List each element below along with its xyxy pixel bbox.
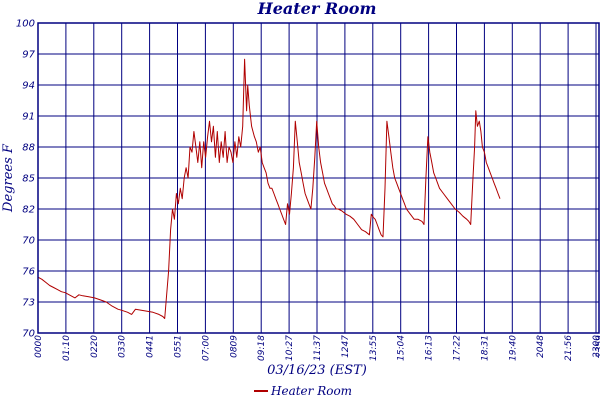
y-tick-label: 85 — [22, 174, 35, 185]
x-tick-label: 10:27 — [285, 335, 295, 361]
x-tick-label: 18:31 — [480, 335, 490, 361]
x-axis-ticks: 0000 01:10 0220 0330 0441 0551 07:00 0809 09:18 1… — [34, 335, 600, 361]
series-layer — [37, 58, 501, 319]
x-tick-label: 07:00 — [201, 335, 211, 361]
y-tick-label: 97 — [22, 50, 35, 61]
x-tick-label: 0551 — [174, 335, 184, 358]
x-tick-label: 16:13 — [425, 335, 435, 361]
x-tick-label: 0220 — [90, 335, 100, 358]
x-tick-label: 2048 — [536, 335, 546, 358]
y-tick-label: 100 — [16, 19, 35, 30]
y-tick-label: 76 — [22, 267, 35, 278]
x-tick-label: 0809 — [229, 335, 239, 358]
legend-label: Heater Room — [270, 384, 352, 398]
x-tick-label: 19:40 — [508, 335, 518, 361]
y-tick-label: 70 — [22, 236, 35, 247]
x-tick-label: 2359 — [595, 335, 600, 358]
x-tick-label: 17:22 — [453, 335, 463, 361]
x-tick-label: 2300 — [592, 335, 600, 358]
x-tick-label: 09:18 — [257, 335, 267, 361]
y-axis-label: Degrees F — [1, 143, 16, 213]
y-tick-label: 70 — [22, 329, 35, 340]
x-tick-label: 01:10 — [62, 335, 72, 361]
x-tick-label: 13:55 — [369, 335, 379, 361]
x-tick-label: 0330 — [118, 335, 128, 358]
x-tick-label: 11:37 — [313, 335, 323, 361]
y-tick-label: 88 — [22, 143, 35, 154]
y-tick-label: 94 — [22, 81, 35, 92]
plot-frame — [37, 22, 600, 334]
x-tick-label: 15:04 — [397, 335, 407, 361]
chart-title: Heater Room — [257, 0, 377, 18]
x-tick-label: 0000 — [34, 335, 44, 358]
series-line — [37, 58, 501, 319]
y-tick-label: 82 — [22, 205, 35, 216]
grid-lines — [38, 23, 599, 333]
x-axis-label: 03/16/23 (EST) — [267, 363, 367, 378]
y-axis-ticks: 70 73 76 70 82 85 88 91 94 97 100 — [16, 19, 36, 340]
legend: Heater Room — [254, 384, 352, 398]
y-tick-label: 73 — [22, 298, 35, 309]
x-tick-label: 21:56 — [564, 335, 574, 361]
x-tick-label: 0441 — [146, 335, 156, 358]
x-tick-label: 1247 — [341, 335, 351, 358]
y-tick-label: 91 — [22, 112, 35, 123]
